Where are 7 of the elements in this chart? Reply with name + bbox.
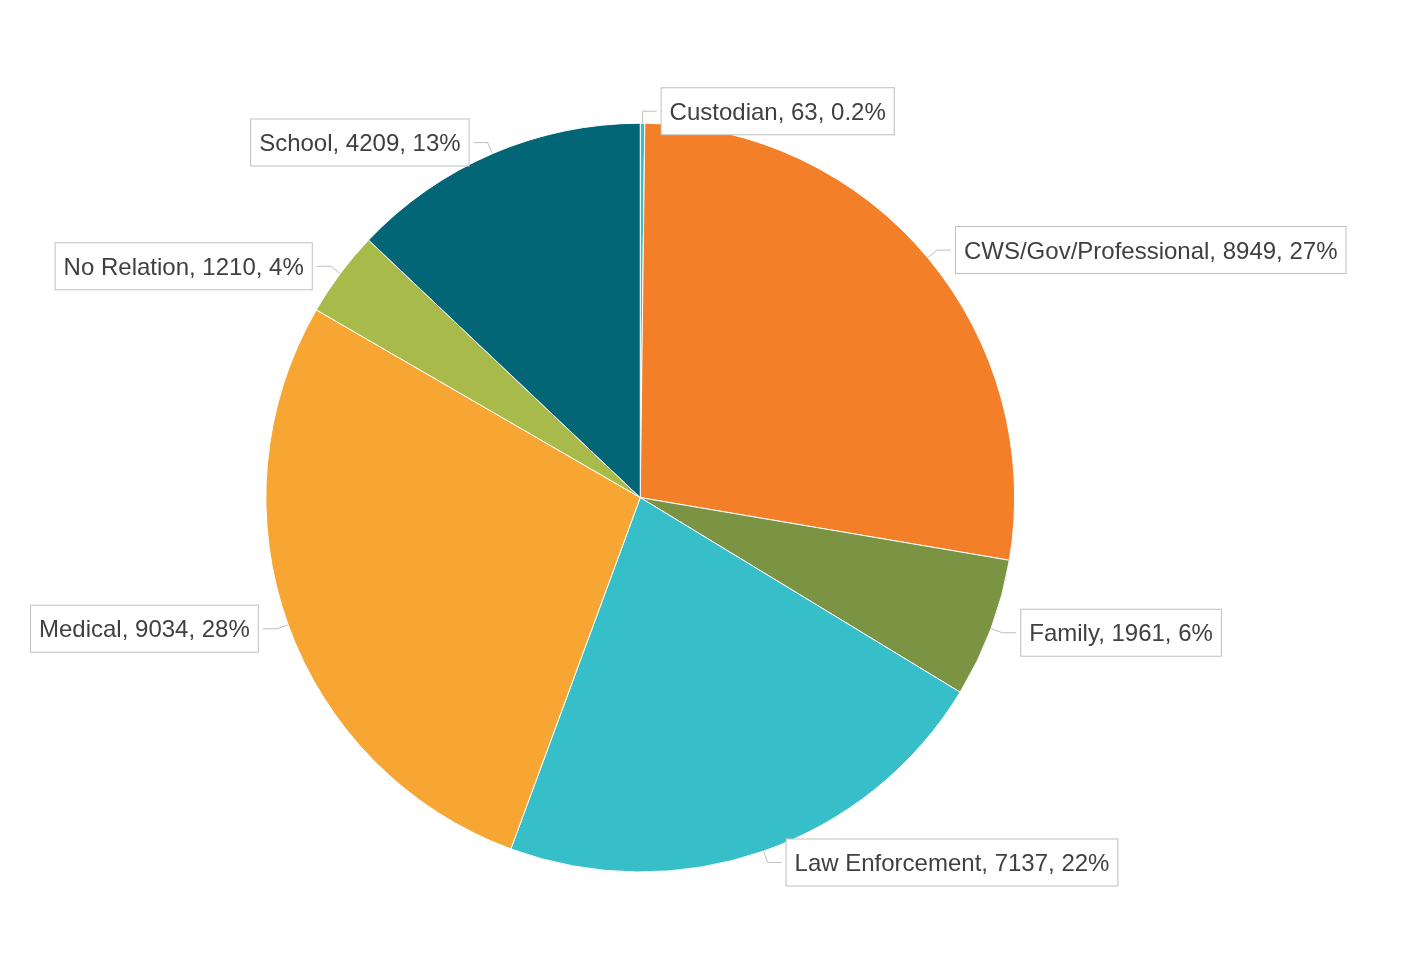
slice-label: Law Enforcement, 7137, 22% (794, 848, 1110, 876)
slice-label: Family, 1961, 6% (1029, 619, 1213, 647)
slice-label: CWS/Gov/Professional, 8949, 27% (963, 236, 1338, 264)
slice-label: School, 4209, 13% (259, 129, 461, 157)
slice-label: No Relation, 1210, 4% (63, 252, 304, 280)
slice-label: Custodian, 63, 0.2% (669, 97, 886, 125)
slice-label: Medical, 9034, 28% (39, 615, 250, 643)
